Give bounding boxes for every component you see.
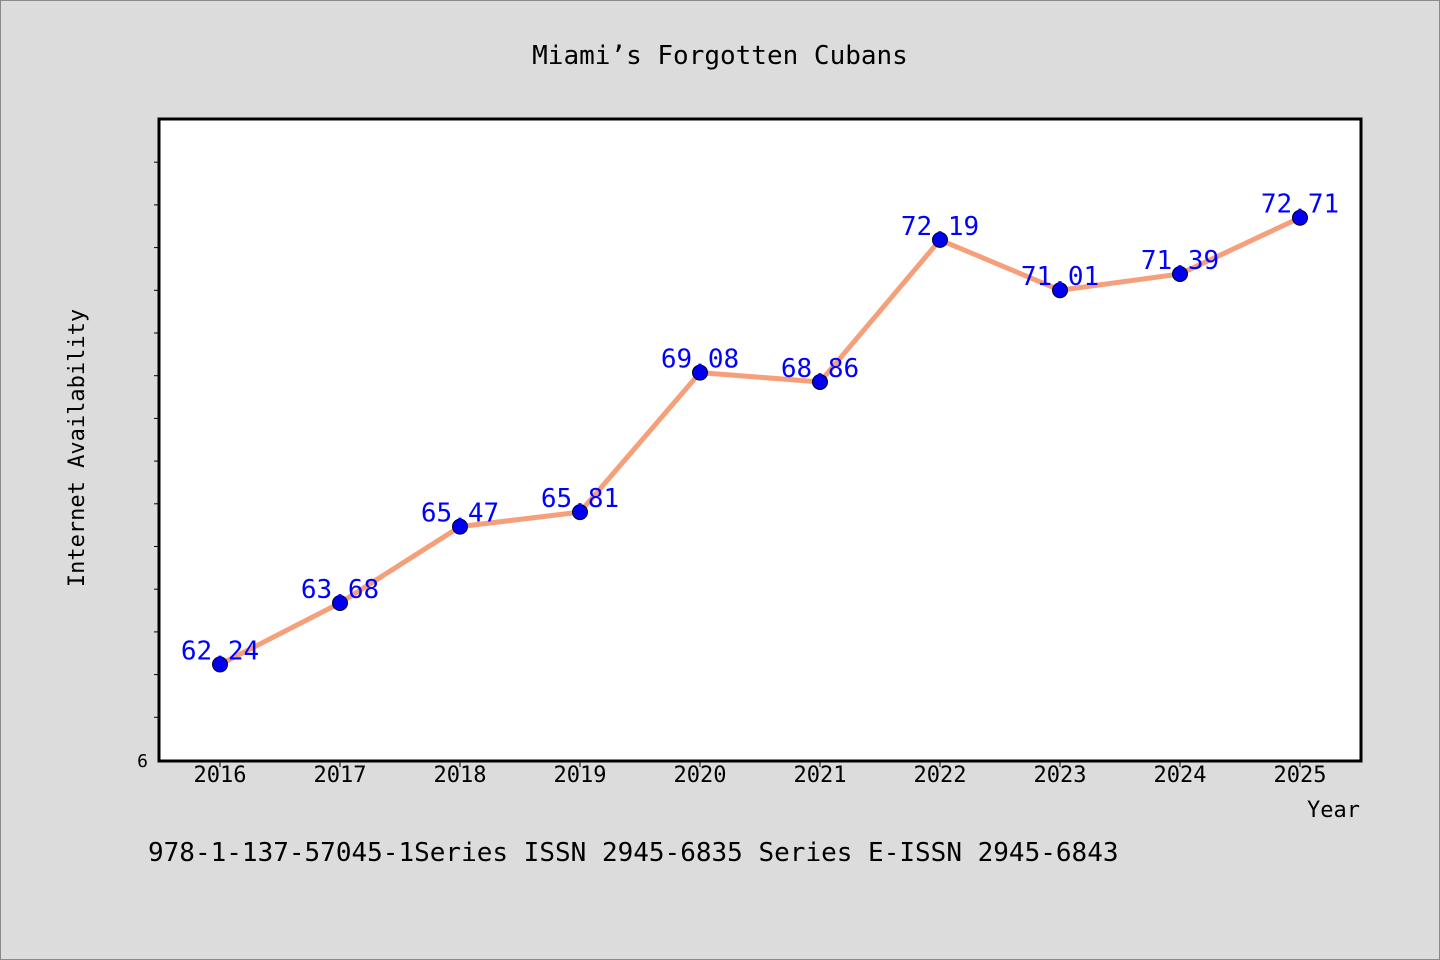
data-point	[212, 656, 228, 673]
x-axis-label: Year	[1307, 798, 1360, 823]
data-label: 71.39	[1141, 246, 1219, 276]
series-layer: 62.24 63.68 65.47 65.81 69.08 68.86 72.19 71.01…	[181, 190, 1339, 673]
x-tick-label: 2021	[794, 763, 847, 788]
data-point	[1052, 282, 1068, 299]
data-label: 72.71	[1261, 190, 1339, 220]
data-label: 71.01	[1021, 262, 1099, 292]
data-point	[452, 518, 468, 535]
plot-area	[157, 117, 1363, 763]
data-point	[932, 231, 948, 248]
data-point	[572, 504, 588, 521]
data-point	[1172, 266, 1188, 283]
x-tick-label: 2019	[554, 763, 607, 788]
x-tick-label: 2017	[314, 763, 367, 788]
chart-title: Miami’s Forgotten Cubans	[532, 41, 908, 71]
x-tick-label: 2016	[194, 763, 247, 788]
data-label: 69.08	[661, 345, 739, 375]
y-tick-label: 6	[137, 751, 148, 772]
x-tick-label: 2025	[1274, 763, 1327, 788]
x-tick-label: 2023	[1034, 763, 1087, 788]
data-label: 65.47	[421, 499, 499, 529]
x-tick-label: 2024	[1154, 763, 1207, 788]
data-point	[332, 594, 348, 611]
footer-isbn: 978-1-137-57045-1Series ISSN 2945-6835 S…	[148, 838, 1119, 868]
x-tick-label: 2018	[434, 763, 487, 788]
data-label: 65.81	[541, 484, 619, 514]
y-axis-ticks	[154, 161, 160, 718]
data-label: 63.68	[301, 575, 379, 605]
data-point	[692, 364, 708, 381]
series-line	[217, 215, 1303, 667]
x-tick-label: 2022	[914, 763, 967, 788]
data-label: 62.24	[181, 636, 259, 666]
data-point	[812, 373, 828, 390]
y-axis-label: Internet Availability	[65, 309, 90, 587]
data-point	[1292, 209, 1308, 226]
x-axis-ticks: 2016 2017 2018 2019 2020 2021 2022 2023 2024 2025	[194, 760, 1327, 788]
data-label: 68.86	[781, 354, 859, 384]
data-label: 72.19	[901, 212, 979, 242]
x-tick-label: 2020	[674, 763, 727, 788]
